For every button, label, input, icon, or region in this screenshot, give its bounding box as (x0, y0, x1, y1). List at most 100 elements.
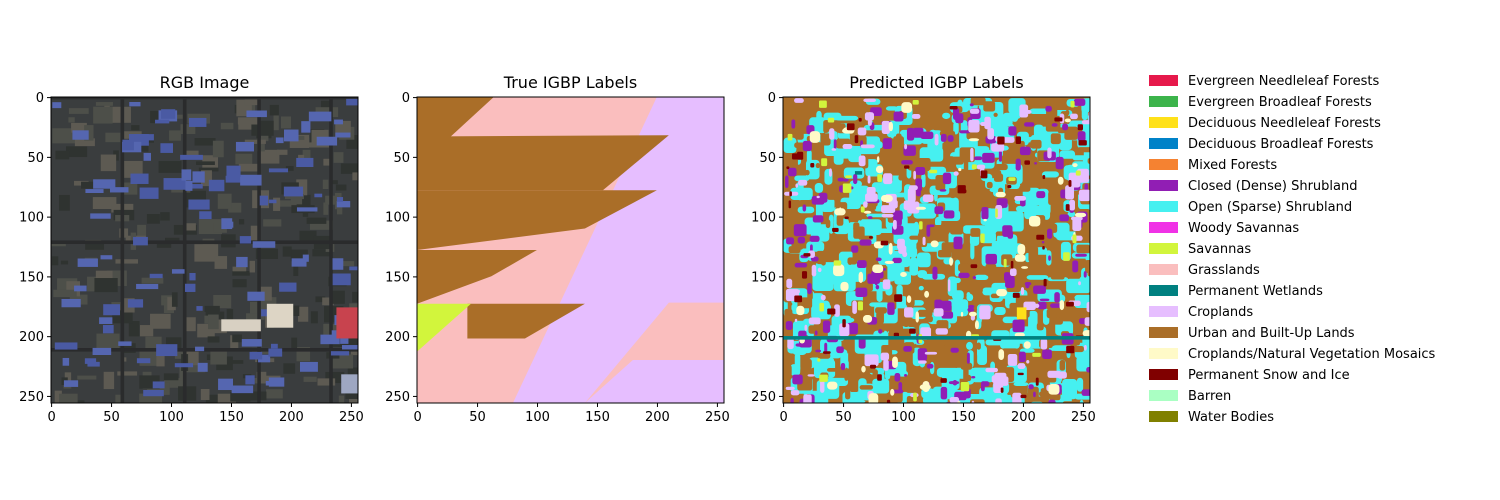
pred-urban (853, 110, 860, 115)
pred-snow-ice (854, 135, 859, 144)
pred-mosaics (1023, 341, 1031, 349)
pred-closed-shrubland (875, 284, 880, 290)
pred-urban (906, 395, 920, 403)
pred-mosaics (861, 365, 866, 373)
ground-patch (115, 394, 124, 403)
blue-roof (221, 218, 233, 230)
ground-patch (250, 225, 261, 244)
pred-urban (944, 344, 956, 349)
pred-closed-shrubland (969, 103, 974, 107)
pred-snow-ice (1012, 292, 1020, 298)
pred-snow-ice (1068, 180, 1072, 187)
pred-croplands (787, 337, 794, 350)
roof (341, 374, 358, 394)
ground-patch (302, 149, 311, 158)
ground-patch (332, 343, 350, 347)
pred-croplands (883, 359, 889, 371)
pred-closed-shrubland (856, 260, 867, 269)
pred-urban (898, 174, 904, 181)
pred-closed-shrubland (1045, 105, 1052, 112)
pred-closed-shrubland (822, 320, 831, 333)
blue-roof (136, 358, 151, 364)
ground-patch (94, 278, 118, 293)
pred-croplands (829, 128, 835, 140)
pred-snow-ice (1054, 117, 1063, 122)
ground-patch (204, 305, 220, 312)
pred-urban (985, 263, 997, 276)
ground-patch (100, 154, 117, 172)
region-urban (467, 303, 585, 339)
pred-urban (893, 136, 904, 150)
ground-patch (265, 389, 283, 399)
pred-savannas (919, 221, 923, 230)
ground-patch (156, 243, 172, 248)
ground-patch (131, 125, 140, 131)
blue-roof (331, 330, 339, 340)
pred-urban (983, 101, 996, 112)
pred-croplands (1069, 199, 1076, 211)
pred-closed-shrubland (842, 178, 849, 182)
x-tick-label: 150 (219, 410, 244, 425)
pred-savannas (1070, 100, 1075, 108)
pred-closed-shrubland (855, 287, 868, 297)
pred-urban (825, 219, 831, 229)
x-tick-label: 250 (339, 410, 364, 425)
pred-savannas (845, 175, 852, 179)
pred-urban (827, 192, 838, 200)
pred-closed-shrubland (867, 216, 873, 219)
pred-closed-shrubland (941, 311, 954, 319)
pred-snow-ice (792, 153, 799, 160)
ground-patch (296, 194, 311, 206)
ground-patch (93, 106, 113, 124)
pred-open-shrubland (954, 259, 961, 277)
pred-croplands (969, 108, 980, 114)
ground-patch (96, 333, 120, 350)
ground-patch (347, 367, 358, 375)
blue-roof (100, 255, 113, 260)
pred-closed-shrubland (1077, 131, 1086, 142)
blue-roof (130, 173, 149, 184)
road (51, 240, 358, 245)
pred-closed-shrubland (1037, 301, 1047, 310)
pred-closed-shrubland (985, 253, 997, 265)
legend: Evergreen Needleleaf Forests Evergreen Br… (1149, 74, 1436, 425)
pred-snow-ice (1065, 301, 1074, 307)
ground-patch (291, 337, 298, 349)
pred-croplands (786, 278, 793, 289)
pred-closed-shrubland (802, 140, 812, 152)
blue-roof (77, 258, 98, 267)
blue-roof (185, 283, 196, 292)
blue-roof (118, 341, 132, 346)
blue-roof (62, 357, 70, 366)
pred-closed-shrubland (1008, 126, 1017, 136)
pred-closed-shrubland (982, 152, 995, 163)
ground-patch (194, 138, 216, 146)
pred-croplands (1009, 268, 1017, 277)
ground-patch (117, 371, 138, 376)
pred-mosaics (960, 311, 964, 317)
pred-open-shrubland (1033, 124, 1044, 142)
ground-patch (293, 305, 300, 316)
ground-patch (232, 266, 247, 272)
pred-snow-ice (786, 166, 790, 170)
pred-wetlands (854, 171, 863, 175)
blue-roof (74, 285, 87, 292)
pred-closed-shrubland (1034, 162, 1037, 165)
blue-roof (236, 256, 248, 268)
pred-croplands (864, 354, 879, 367)
pred-urban (787, 272, 793, 278)
pred-open-shrubland (1061, 392, 1072, 403)
pred-closed-shrubland (932, 266, 938, 280)
pred-urban (840, 297, 845, 306)
pred-open-shrubland (813, 359, 836, 379)
blue-roof (346, 98, 358, 106)
pred-closed-shrubland (882, 138, 892, 150)
pred-closed-shrubland (833, 139, 837, 150)
pred-croplands (995, 398, 1002, 403)
pred-open-shrubland (885, 106, 898, 111)
pred-croplands (1078, 281, 1081, 286)
pred-closed-shrubland (851, 245, 859, 253)
legend-label: Evergreen Broadleaf Forests (1188, 95, 1372, 110)
pred-open-shrubland (970, 241, 975, 260)
